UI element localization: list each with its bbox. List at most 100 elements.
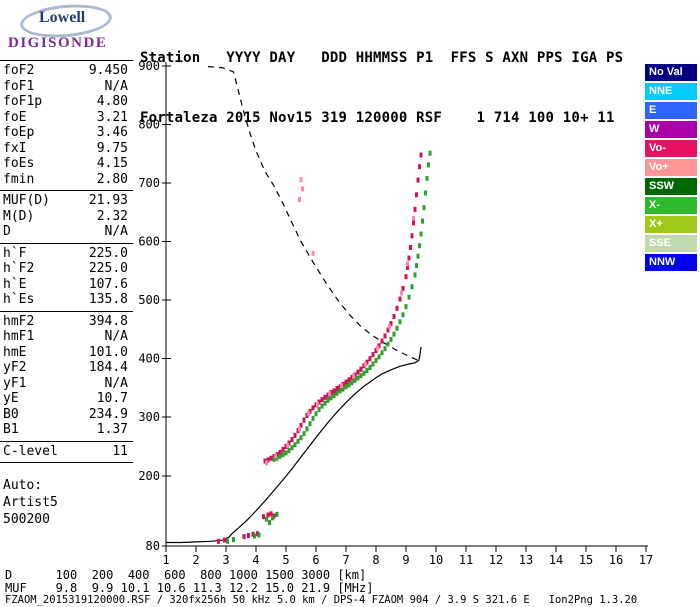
y-tick-label: 80	[146, 539, 160, 553]
echo-point	[386, 341, 390, 347]
y-tick-label: 500	[138, 293, 160, 307]
echo-point	[395, 305, 399, 311]
echo-point	[266, 512, 270, 518]
echo-point	[268, 520, 271, 526]
echo-point	[401, 312, 405, 318]
parameter-value: 10.7	[96, 391, 128, 406]
echo-point	[415, 263, 418, 269]
echo-point	[415, 192, 418, 198]
echo-point	[308, 421, 312, 427]
echo-point	[335, 386, 339, 391]
echo-point	[338, 388, 342, 394]
echo-point	[314, 411, 318, 417]
echo-point	[416, 177, 420, 183]
echo-point	[329, 395, 333, 401]
x-tick-label: 14	[549, 553, 563, 567]
parameter-value: N/A	[104, 78, 128, 94]
parameter-label: foE	[3, 109, 27, 125]
parameter-value: 1.37	[96, 422, 128, 437]
parameter-panel: foF2 9.450 foF1 N/A foF1p 4.80 foE 3.21 foEp 3.46…	[0, 60, 133, 528]
parameter-label: foF1	[3, 78, 35, 94]
echo-point	[371, 352, 375, 358]
parameter-value: 101.0	[88, 344, 128, 360]
parameter-value: 9.450	[88, 63, 128, 78]
parameter-row: yF2 184.4	[0, 360, 133, 376]
echo-point	[293, 442, 297, 448]
echo-point	[410, 233, 414, 239]
parameter-row: h`F2 225.0	[0, 261, 133, 277]
x-tick-label: 1	[162, 553, 169, 567]
legend-item: SSE	[645, 235, 697, 252]
echo-point	[332, 388, 336, 394]
y-tick-label: 600	[138, 235, 160, 249]
echo-point	[427, 162, 430, 168]
echo-point	[253, 533, 256, 539]
echo-point	[404, 304, 408, 310]
x-tick-label: 4	[252, 553, 259, 567]
x-tick-label: 6	[312, 553, 319, 567]
echo-point	[364, 362, 367, 367]
header-values-line: Fortaleza 2015 Nov15 319 120000 RSF 1 71…	[140, 110, 615, 126]
parameter-group: h`F 225.0 h`F2 225.0 h`E 107.6 h`Es 135.8	[0, 242, 133, 311]
y-tick-label: 900	[138, 59, 160, 73]
echo-point	[383, 333, 387, 339]
parameter-value: 184.4	[88, 360, 128, 375]
echo-point	[320, 403, 324, 409]
footer-status-line: FZAOM_2015319120000.RSF / 320fx256h 50 k…	[5, 594, 638, 606]
parameter-value: 225.0	[88, 245, 128, 261]
echo-point	[371, 361, 375, 367]
echo-point	[424, 190, 427, 196]
parameter-row: h`Es 135.8	[0, 292, 133, 308]
legend-item: No Val	[645, 64, 697, 81]
parameter-group: C-level 11	[0, 440, 133, 463]
x-tick-label: 8	[372, 553, 379, 567]
echo-point	[290, 437, 294, 442]
d-distance-line: D 100 200 400 600 800 1000 1500 3000 [km…	[5, 568, 367, 582]
echo-point	[413, 206, 417, 212]
echo-point	[299, 422, 303, 428]
echo-point	[392, 314, 396, 319]
x-tick-label: 12	[489, 553, 503, 567]
legend-item: NNE	[645, 83, 697, 100]
echo-point	[317, 407, 321, 413]
parameter-label: foF2	[3, 63, 35, 78]
parameter-group: hmF2 394.8 hmF1 N/A hmE 101.0 yF2 184.4 yF1 N/A yE…	[0, 310, 133, 441]
y-tick-label: 400	[138, 352, 160, 366]
echo-point	[395, 325, 399, 331]
echo-point	[406, 264, 409, 270]
echo-point	[298, 197, 301, 202]
y-tick-label: 300	[138, 410, 160, 424]
echo-point	[257, 532, 261, 538]
header-fields-line: Station YYYY DAY DDD HHMMSS P1 FFS S AXN…	[140, 50, 624, 66]
echo-point	[299, 177, 303, 183]
parameter-label: h`E	[3, 276, 27, 292]
echo-point	[406, 261, 409, 267]
echo-point	[344, 384, 348, 390]
echo-point	[359, 373, 363, 379]
parameter-value: 107.6	[88, 276, 128, 292]
echo-point	[407, 294, 411, 300]
echo-point	[323, 400, 327, 406]
echo-point	[266, 457, 270, 463]
parameter-row: D N/A	[0, 224, 133, 240]
parameter-row: foF2 9.450	[0, 63, 133, 79]
echo-point	[302, 417, 306, 423]
parameter-value: N/A	[104, 329, 128, 344]
echo-point	[275, 511, 279, 517]
echo-point	[272, 456, 276, 462]
parameter-value: 11	[112, 443, 128, 459]
parameter-value: 2.80	[96, 171, 128, 187]
echo-point	[347, 377, 351, 383]
parameter-value: 225.0	[88, 261, 128, 276]
parameter-value: 2.32	[96, 208, 128, 224]
echo-point	[365, 367, 369, 373]
echo-point	[265, 516, 268, 522]
echo-point	[328, 391, 331, 397]
echo-point	[323, 394, 327, 400]
echo-point	[388, 324, 391, 329]
echo-point	[340, 383, 343, 389]
parameter-row: M(D) 2.32	[0, 209, 133, 225]
parameter-label: D	[3, 224, 11, 239]
